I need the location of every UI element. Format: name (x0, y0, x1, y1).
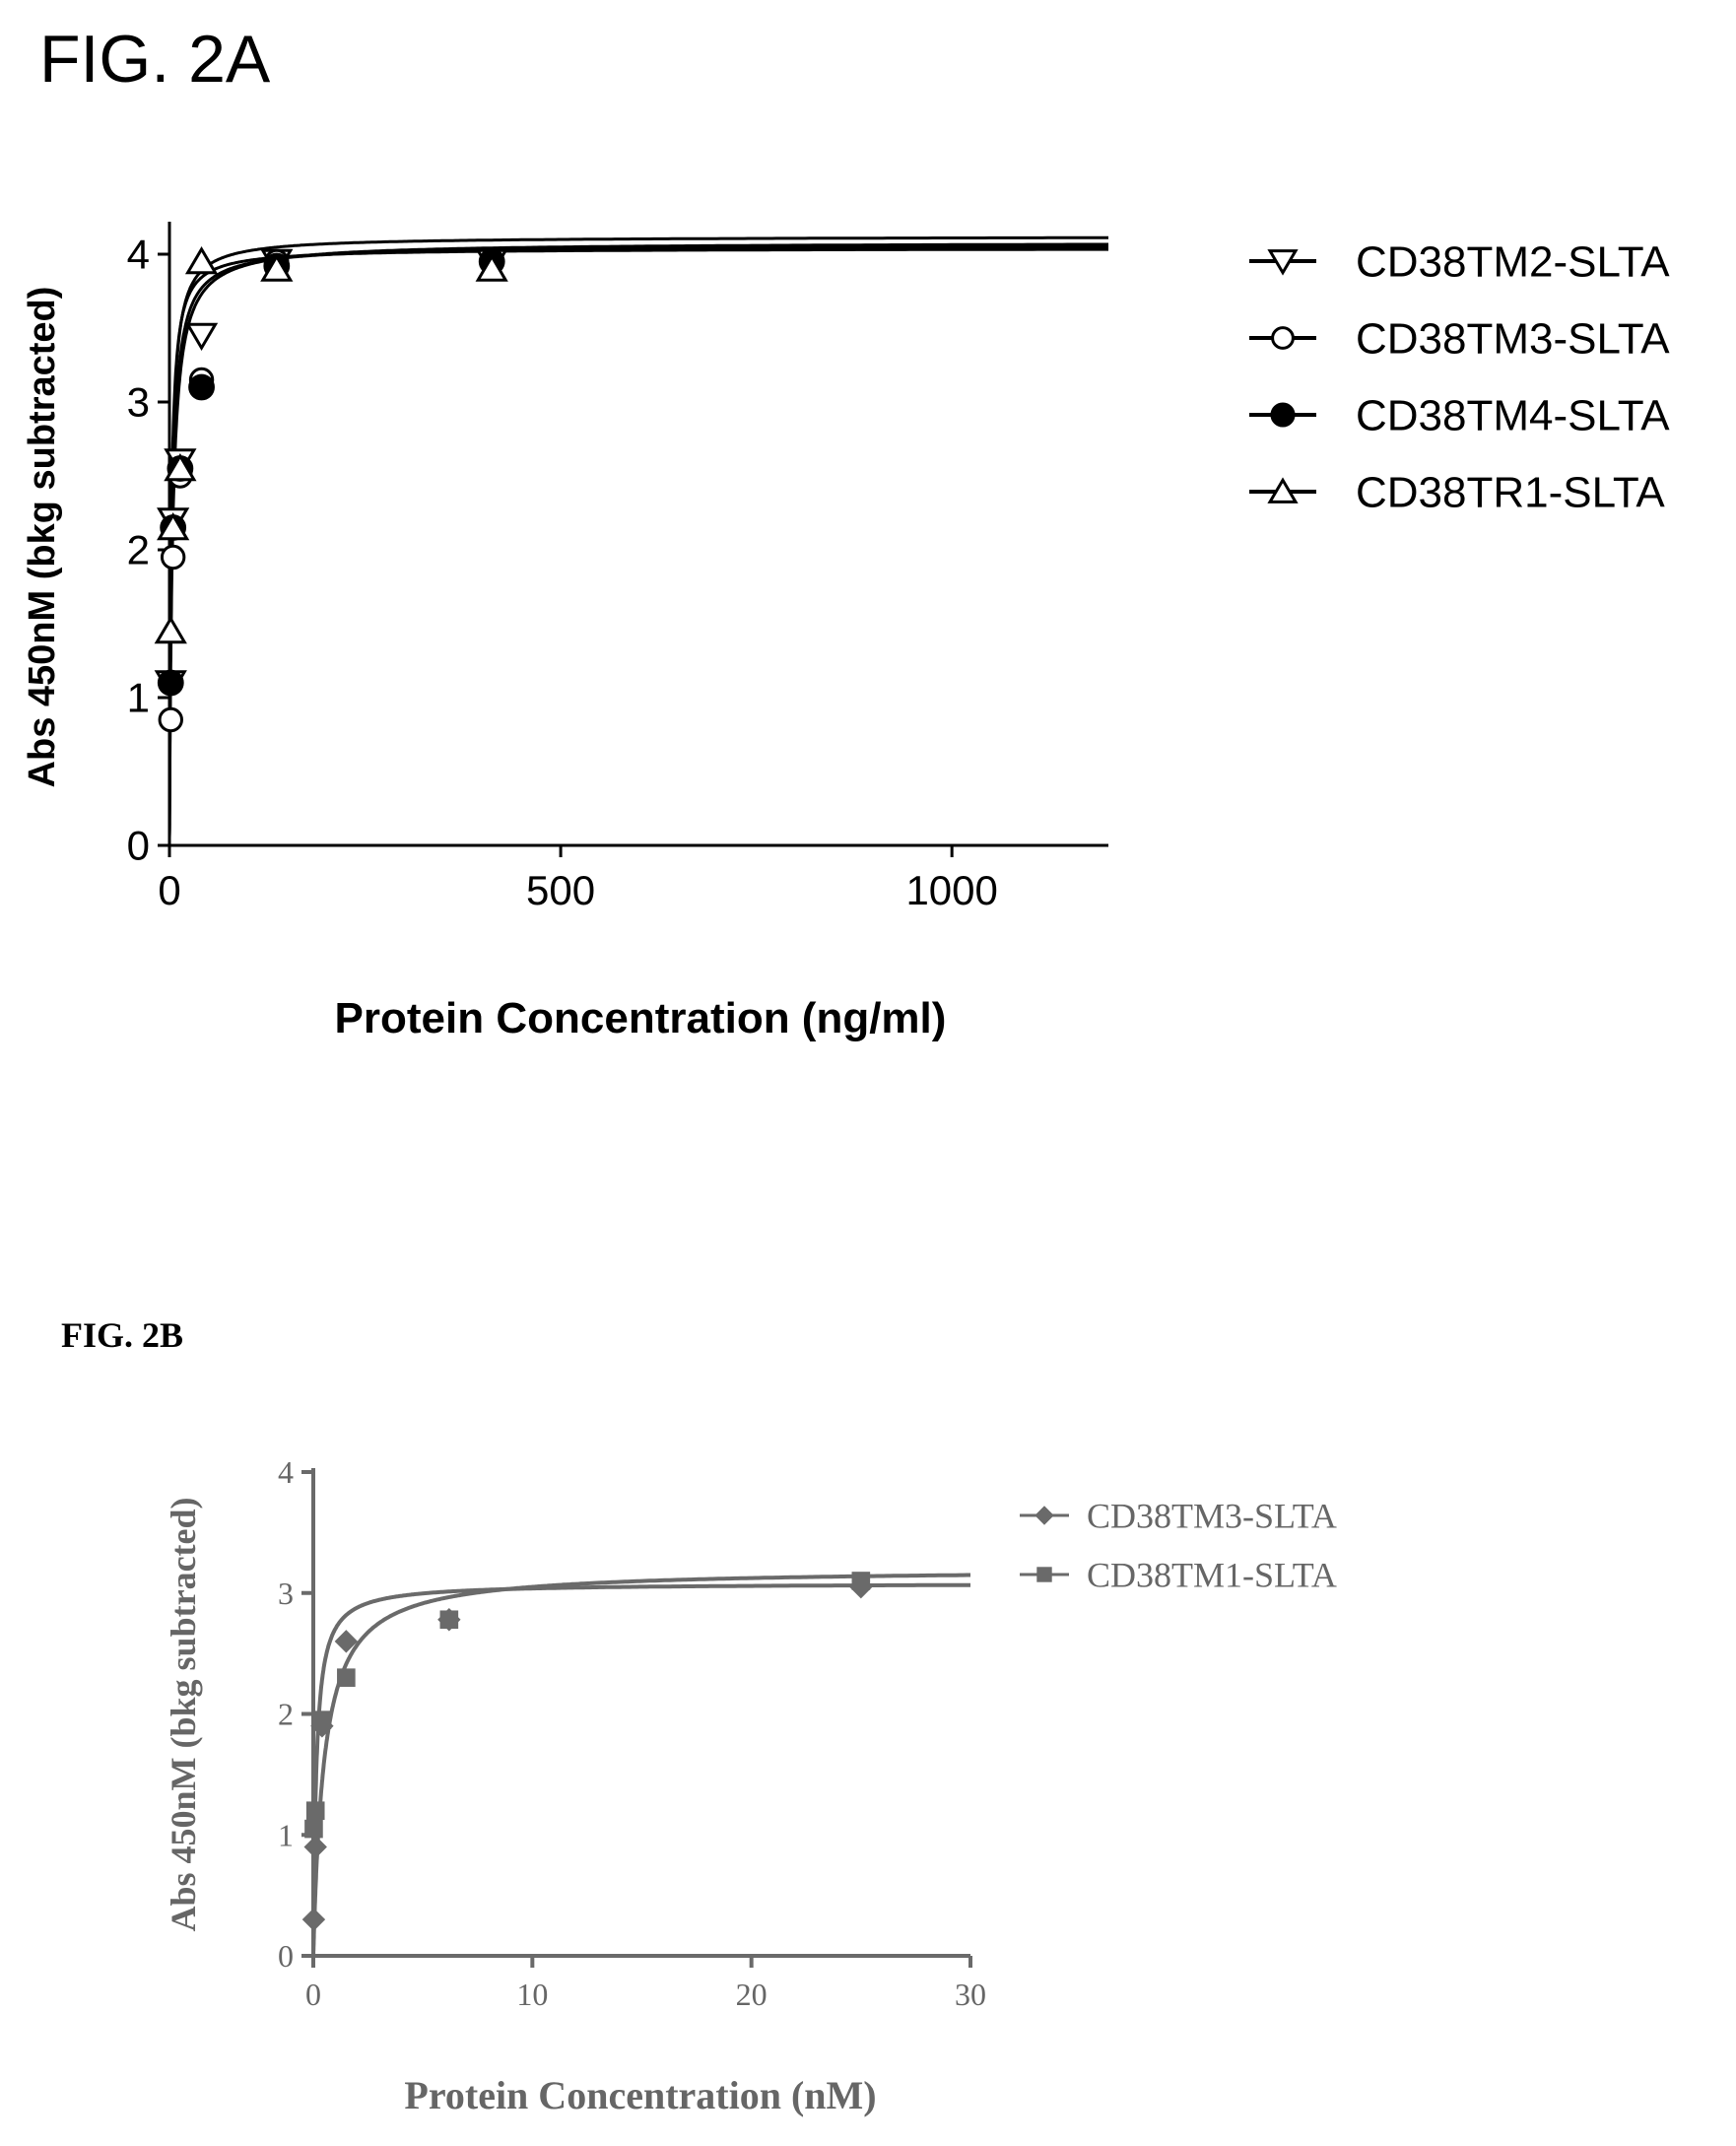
data-point (303, 1835, 327, 1859)
chart-a-legend: CD38TM2-SLTA CD38TM3-SLTA CD38TM4-SLTA CD38… (1249, 237, 1670, 516)
data-point (337, 1668, 356, 1687)
data-point (158, 706, 183, 733)
data-point (304, 1819, 323, 1839)
legend-marker (1271, 326, 1295, 350)
fit-curve (167, 235, 1108, 845)
y-tick-label: 0 (127, 823, 150, 869)
chart-a-x-ticks: 0 500 1000 (158, 845, 998, 913)
data-point (160, 544, 186, 570)
data-point (164, 452, 197, 482)
data-point (157, 511, 190, 541)
legend-marker (1036, 1567, 1052, 1582)
data-point (439, 1610, 459, 1630)
y-tick-label: 4 (278, 1454, 294, 1490)
legend-label: CD38TM2-SLTA (1356, 237, 1670, 286)
data-point (154, 615, 187, 644)
data-point (157, 669, 184, 697)
chart-a-y-ticks: 0 1 2 3 4 (127, 232, 169, 869)
legend-marker (1267, 249, 1299, 276)
data-point (260, 253, 294, 282)
fit-curve (167, 245, 1108, 845)
fit-curve (311, 1573, 970, 1956)
x-tick-label: 10 (516, 1977, 548, 2012)
chart-b: 0 1 2 3 4 0 10 20 30 Abs 450nM (bkg subtracted)… (164, 1454, 1337, 2117)
y-tick-label: 3 (127, 379, 150, 426)
legend-label: CD38TM3-SLTA (1356, 314, 1670, 363)
x-tick-label: 500 (526, 867, 595, 913)
legend-marker (1035, 1506, 1054, 1525)
chart-a-fit-curves (167, 235, 1108, 845)
data-point (475, 253, 508, 282)
legend-label: CD38TR1-SLTA (1356, 468, 1665, 516)
data-point (305, 1801, 325, 1821)
legend-marker (1270, 402, 1296, 428)
x-tick-label: 1000 (905, 867, 997, 913)
y-tick-label: 2 (278, 1697, 294, 1732)
x-tick-label: 0 (158, 867, 180, 913)
x-tick-label: 20 (736, 1977, 768, 2012)
chart-b-legend: CD38TM3-SLTA CD38TM1-SLTA (1020, 1497, 1337, 1595)
chart-b-x-label: Protein Concentration (nM) (404, 2073, 876, 2117)
y-tick-label: 1 (278, 1817, 294, 1852)
chart-b-fit-curves (311, 1573, 970, 1956)
figure-b-label: FIG. 2B (61, 1315, 183, 1355)
data-point (184, 322, 219, 352)
fit-curve (167, 247, 1108, 845)
chart-a: 0 1 2 3 4 0 500 1000 Abs 450nM (bkg subtracted… (22, 222, 1670, 1042)
legend-label: CD38TM4-SLTA (1356, 391, 1670, 439)
figure-a-label: FIG. 2A (39, 22, 271, 97)
y-tick-label: 3 (278, 1576, 294, 1611)
y-tick-label: 0 (278, 1938, 294, 1974)
y-tick-label: 2 (127, 527, 150, 573)
y-tick-label: 1 (127, 675, 150, 721)
chart-b-y-label: Abs 450nM (bkg subtracted) (164, 1497, 203, 1931)
data-point (301, 1908, 326, 1931)
x-tick-label: 30 (955, 1977, 986, 2012)
y-tick-label: 4 (127, 232, 150, 278)
chart-b-data-points (301, 1572, 873, 1931)
chart-a-x-label: Protein Concentration (ng/ml) (335, 994, 947, 1042)
chart-b-x-ticks: 0 10 20 30 (305, 1956, 986, 2012)
data-point (188, 373, 215, 401)
data-point (184, 245, 219, 275)
chart-b-y-ticks: 0 1 2 3 4 (278, 1454, 313, 1974)
data-point (334, 1630, 359, 1653)
x-tick-label: 0 (305, 1977, 321, 2012)
legend-label: CD38TM3-SLTA (1087, 1497, 1337, 1536)
legend-label: CD38TM1-SLTA (1087, 1556, 1337, 1595)
fit-curve (167, 242, 1108, 845)
chart-a-data-points (154, 245, 508, 733)
data-point (851, 1572, 871, 1590)
fit-curve (311, 1582, 970, 1956)
legend-marker (1267, 477, 1299, 503)
chart-a-y-label: Abs 450nM (bkg subtracted) (22, 287, 63, 788)
data-point (312, 1710, 332, 1729)
